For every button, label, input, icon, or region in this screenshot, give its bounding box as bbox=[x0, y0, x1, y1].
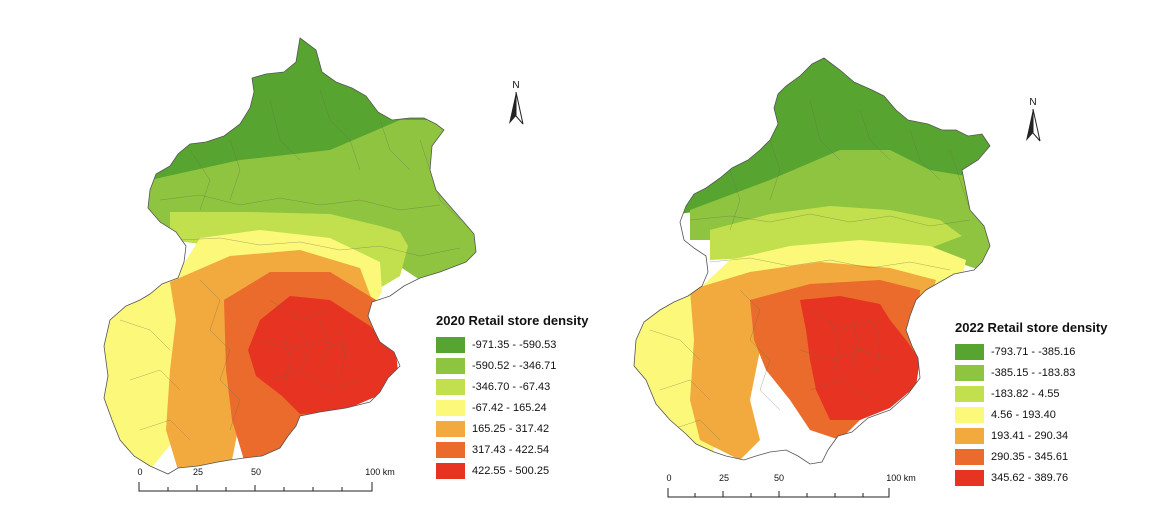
north-label: N bbox=[512, 80, 520, 91]
legend-swatch bbox=[436, 420, 465, 437]
north-label: N bbox=[1029, 97, 1037, 108]
legend-row: 317.43 - 422.54 bbox=[436, 439, 588, 460]
scale-bar-2020: 0 25 50 100 km bbox=[137, 467, 395, 497]
north-arrow-icon bbox=[1026, 108, 1041, 142]
legend-label: -971.35 - -590.53 bbox=[472, 338, 557, 351]
legend-row: 165.25 - 317.42 bbox=[436, 418, 588, 439]
legend-swatch bbox=[436, 462, 465, 479]
legend-label: 345.62 - 389.76 bbox=[991, 471, 1069, 484]
scale-bar-line bbox=[138, 482, 373, 492]
legend-swatch bbox=[955, 448, 984, 465]
legend-row: -183.82 - 4.55 bbox=[955, 383, 1107, 404]
legend-swatch bbox=[436, 336, 465, 353]
legend-label: -183.82 - 4.55 bbox=[991, 387, 1060, 400]
scale-bar-2022: 0 25 50 100 km bbox=[666, 473, 917, 503]
zone-2020-class3 bbox=[170, 212, 408, 288]
legend-row: 193.41 - 290.34 bbox=[955, 425, 1107, 446]
legend-label: -67.42 - 165.24 bbox=[472, 401, 547, 414]
scale-label: 0 bbox=[137, 467, 143, 477]
legend-swatch bbox=[436, 399, 465, 416]
map-panel-2020: N 2020 Retail store density -971.35 - -5… bbox=[103, 37, 588, 497]
legend-swatch bbox=[955, 427, 984, 444]
map-outline-2022 bbox=[633, 57, 991, 465]
legend-row: -346.70 - -67.43 bbox=[436, 376, 588, 397]
legend-label: 165.25 - 317.42 bbox=[472, 422, 550, 435]
legend-items: -793.71 - -385.16 -385.15 - -183.83 -183.8… bbox=[955, 341, 1107, 488]
legend-row: 345.62 - 389.76 bbox=[955, 467, 1107, 488]
legend-swatch bbox=[955, 364, 984, 381]
zone-2022-class7 bbox=[800, 296, 920, 420]
legend-row: -590.52 - -346.71 bbox=[436, 355, 588, 376]
choropleth-map-2022 bbox=[633, 57, 991, 465]
legend-row: 290.35 - 345.61 bbox=[955, 446, 1107, 467]
scale-label: 25 bbox=[192, 467, 204, 477]
legend-row: 4.56 - 193.40 bbox=[955, 404, 1107, 425]
choropleth-map-2020 bbox=[103, 37, 477, 475]
legend-label: -793.71 - -385.16 bbox=[991, 345, 1076, 358]
legend-label: -590.52 - -346.71 bbox=[472, 359, 557, 372]
legend-label: 290.35 - 345.61 bbox=[991, 450, 1069, 463]
scale-label: 100 km bbox=[886, 473, 916, 483]
legend-swatch bbox=[955, 385, 984, 402]
district-boundaries-2022 bbox=[649, 99, 971, 441]
legend-swatch bbox=[436, 357, 465, 374]
legend-swatch bbox=[436, 378, 465, 395]
scale-label: 25 bbox=[718, 473, 730, 483]
legend-2022: 2022 Retail store density -793.71 - -385… bbox=[955, 320, 1107, 488]
legend-row: -793.71 - -385.16 bbox=[955, 341, 1107, 362]
zone-2020-class7 bbox=[248, 296, 398, 414]
legend-row: -67.42 - 165.24 bbox=[436, 397, 588, 418]
legend-label: 422.55 - 500.25 bbox=[472, 464, 550, 477]
legend-swatch bbox=[436, 441, 465, 458]
scale-label: 50 bbox=[250, 467, 262, 477]
map-outline-2020 bbox=[103, 37, 477, 475]
legend-swatch bbox=[955, 469, 984, 486]
legend-items: -971.35 - -590.53 -590.52 - -346.71 -346.7… bbox=[436, 334, 588, 481]
legend-title: 2022 Retail store density bbox=[955, 320, 1108, 335]
legend-label: 4.56 - 193.40 bbox=[991, 408, 1056, 421]
legend-label: -346.70 - -67.43 bbox=[472, 380, 551, 393]
legend-label: 317.43 - 422.54 bbox=[472, 443, 550, 456]
legend-title: 2020 Retail store density bbox=[436, 313, 589, 328]
legend-row: -385.15 - -183.83 bbox=[955, 362, 1107, 383]
legend-row: 422.55 - 500.25 bbox=[436, 460, 588, 481]
legend-swatch bbox=[955, 406, 984, 423]
scale-bar-line bbox=[667, 488, 890, 498]
scale-label: 100 km bbox=[365, 467, 395, 477]
legend-2020: 2020 Retail store density -971.35 - -590… bbox=[436, 313, 588, 481]
north-arrow-icon bbox=[509, 91, 524, 125]
legend-swatch bbox=[955, 343, 984, 360]
legend-label: -385.15 - -183.83 bbox=[991, 366, 1076, 379]
district-boundaries-2020 bbox=[119, 89, 461, 441]
map-panel-2022: N 2022 Retail store density -793.71 - -3… bbox=[590, 0, 1172, 526]
legend-label: 193.41 - 290.34 bbox=[991, 429, 1069, 442]
scale-label: 50 bbox=[773, 473, 785, 483]
north-arrow-2022: N bbox=[1021, 97, 1045, 143]
scale-label: 0 bbox=[666, 473, 672, 483]
north-arrow-2020: N bbox=[504, 80, 528, 126]
legend-row: -971.35 - -590.53 bbox=[436, 334, 588, 355]
